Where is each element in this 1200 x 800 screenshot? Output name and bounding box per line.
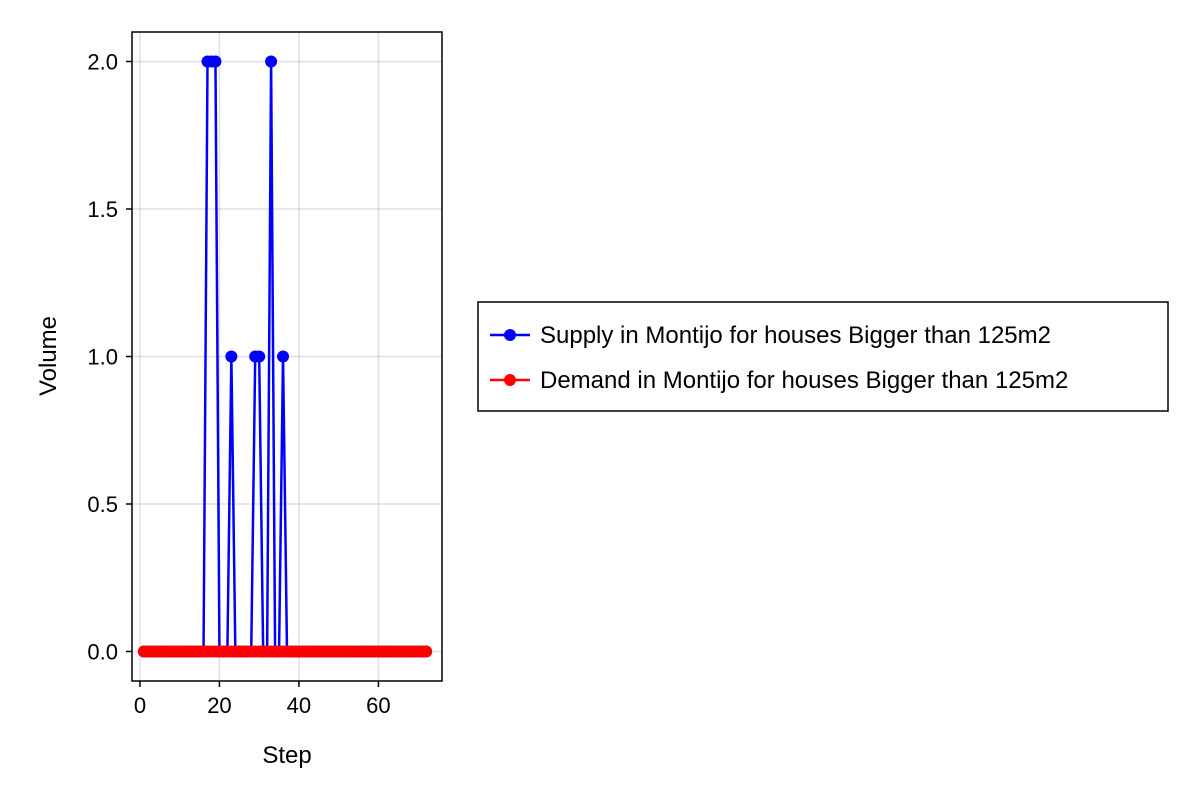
series-demand [137,645,433,658]
x-tick-label: 40 [287,693,311,718]
series-layer [137,55,433,658]
legend-entry-demand: Demand in Montijo for houses Bigger than… [490,367,1068,394]
x-axis-title: Step [262,742,311,769]
legend-label-demand: Demand in Montijo for houses Bigger than… [540,367,1068,394]
y-tick-label: 0.0 [87,640,118,665]
data-point [277,350,290,363]
y-tick-label: 1.0 [87,345,118,370]
y-tick-label: 2.0 [87,50,118,75]
x-tick-label: 20 [207,693,231,718]
data-point [253,350,266,363]
legend-label-supply: Supply in Montijo for houses Bigger than… [540,322,1051,349]
y-tick-label: 0.5 [87,492,118,517]
grid-lines [132,32,442,681]
axis-ticks: 0 20 40 60 0.0 0.5 1.0 1.5 2.0 [87,50,390,719]
legend-entry-supply: Supply in Montijo for houses Bigger than… [490,322,1051,349]
legend-marker-supply [504,329,516,341]
y-tick-label: 1.5 [87,197,118,222]
legend: Supply in Montijo for houses Bigger than… [477,301,1169,412]
data-point [209,55,222,68]
y-axis-title: Volume [35,316,62,396]
data-point [420,645,433,658]
data-point [225,350,238,363]
legend-marker-demand [504,374,516,386]
data-point [265,55,278,68]
x-tick-label: 60 [366,693,390,718]
x-tick-label: 0 [134,693,146,718]
legend-box [477,301,1169,412]
